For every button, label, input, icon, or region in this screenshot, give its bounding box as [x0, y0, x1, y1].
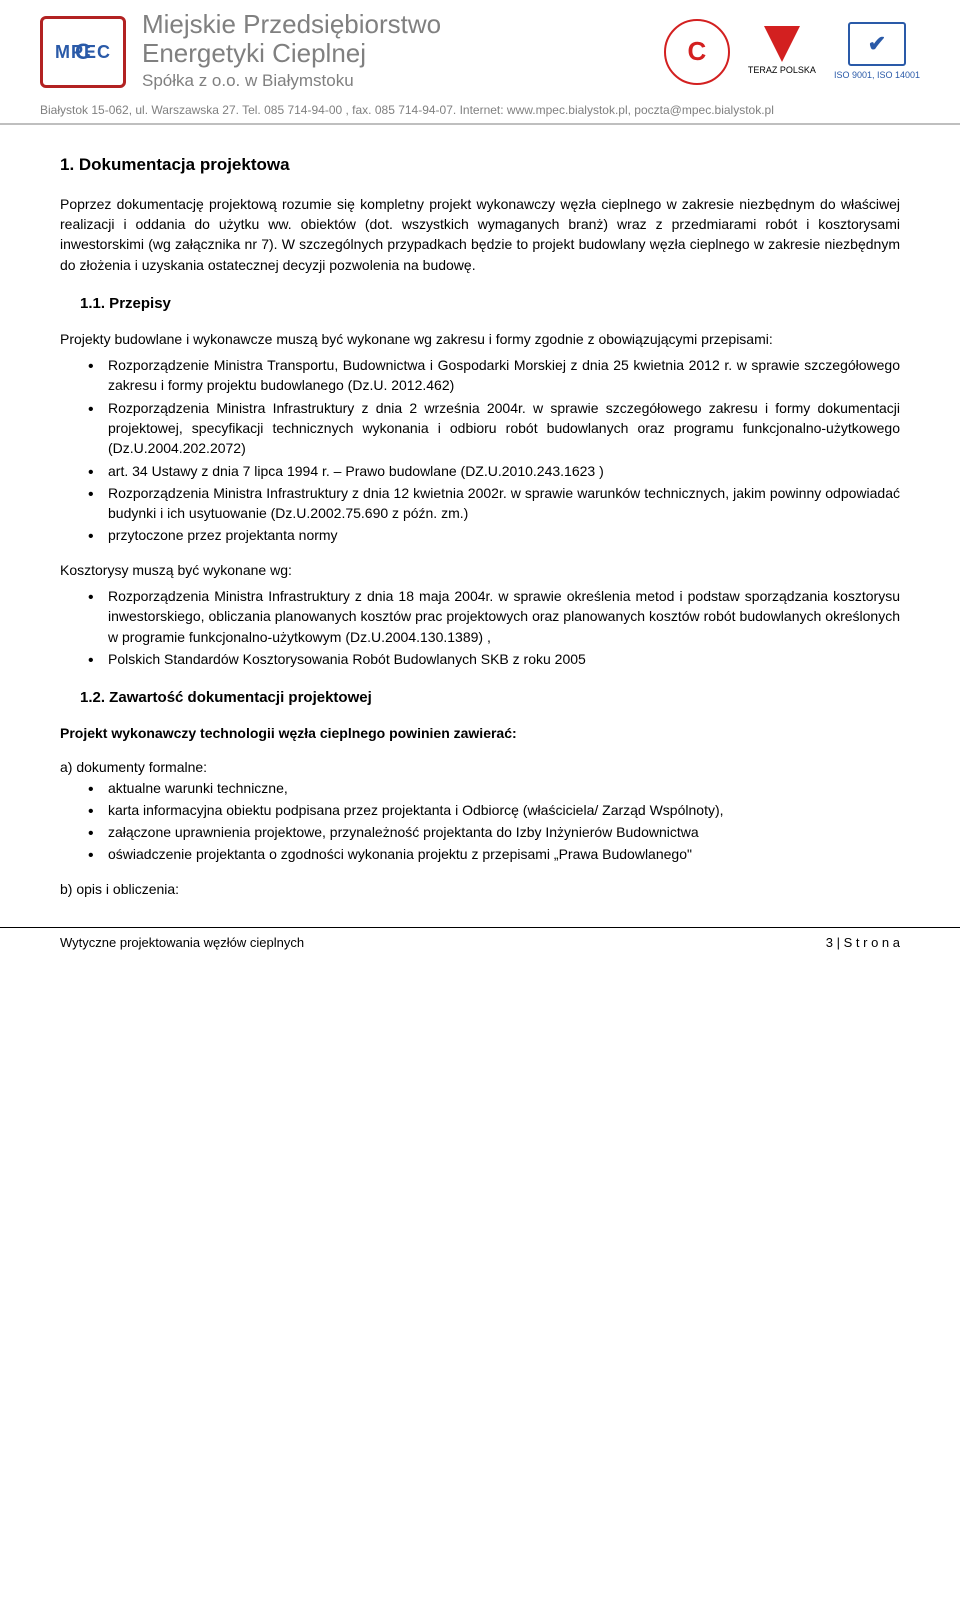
list-item: Rozporządzenia Ministra Infrastruktury z…	[88, 483, 900, 524]
company-sub: Spółka z o.o. w Białymstoku	[142, 69, 648, 94]
teraz-polska-logo: TERAZ POLSKA	[748, 26, 816, 77]
section-1-para: Poprzez dokumentację projektową rozumie …	[60, 194, 900, 275]
part-a-label: a) dokumenty formalne:	[60, 757, 900, 777]
kosztorysy-lead: Kosztorysy muszą być wykonane wg:	[60, 560, 900, 580]
list-item: przytoczone przez projektanta normy	[88, 525, 900, 545]
iso-label: ISO 9001, ISO 14001	[834, 70, 920, 80]
part-b-label: b) opis i obliczenia:	[60, 879, 900, 899]
list-item: karta informacyjna obiektu podpisana prz…	[88, 800, 900, 820]
header: C MPEC Miejskie Przedsiębiorstwo Energet…	[0, 0, 960, 100]
section-1-1-lead: Projekty budowlane i wykonawcze muszą by…	[60, 329, 900, 349]
section-1-2-bold-line: Projekt wykonawczy technologii węzła cie…	[60, 723, 900, 743]
list-item: art. 34 Ustawy z dnia 7 lipca 1994 r. – …	[88, 461, 900, 481]
footer: Wytyczne projektowania węzłów cieplnych …	[0, 927, 960, 969]
list-item: aktualne warunki techniczne,	[88, 778, 900, 798]
content: 1. Dokumentacja projektowa Poprzez dokum…	[0, 125, 960, 899]
cieplo-systemowe-logo: C	[664, 19, 730, 85]
company-block: Miejskie Przedsiębiorstwo Energetyki Cie…	[142, 10, 648, 94]
list-item: Polskich Standardów Kosztorysowania Robó…	[88, 649, 900, 669]
part-a-list: aktualne warunki techniczne, karta infor…	[60, 778, 900, 865]
list-item: załączone uprawnienia projektowe, przyna…	[88, 822, 900, 842]
teraz-polska-label: TERAZ POLSKA	[748, 65, 816, 75]
company-name-2: Energetyki Cieplnej	[142, 39, 648, 68]
list-item: Rozporządzenie Ministra Transportu, Budo…	[88, 355, 900, 396]
iso-block: ✔ ISO 9001, ISO 14001	[834, 22, 920, 82]
iso-badge-icon: ✔	[848, 22, 906, 66]
company-name-1: Miejskie Przedsiębiorstwo	[142, 10, 648, 39]
mpec-logo: C MPEC	[40, 16, 126, 88]
list-item: oświadczenie projektanta o zgodności wyk…	[88, 844, 900, 864]
footer-left: Wytyczne projektowania węzłów cieplnych	[60, 934, 304, 953]
section-1-1-list: Rozporządzenie Ministra Transportu, Budo…	[60, 355, 900, 546]
section-1-1-title: 1.1. Przepisy	[80, 293, 900, 315]
address-line: Białystok 15-062, ul. Warszawska 27. Tel…	[0, 100, 960, 125]
footer-right: 3 | S t r o n a	[826, 934, 900, 953]
kosztorysy-list: Rozporządzenia Ministra Infrastruktury z…	[60, 586, 900, 669]
list-item: Rozporządzenia Ministra Infrastruktury z…	[88, 586, 900, 647]
section-1-2-title: 1.2. Zawartość dokumentacji projektowej	[80, 687, 900, 709]
list-item: Rozporządzenia Ministra Infrastruktury z…	[88, 398, 900, 459]
logos-right: C TERAZ POLSKA ✔ ISO 9001, ISO 14001	[664, 19, 920, 85]
section-1-title: 1. Dokumentacja projektowa	[60, 153, 900, 178]
